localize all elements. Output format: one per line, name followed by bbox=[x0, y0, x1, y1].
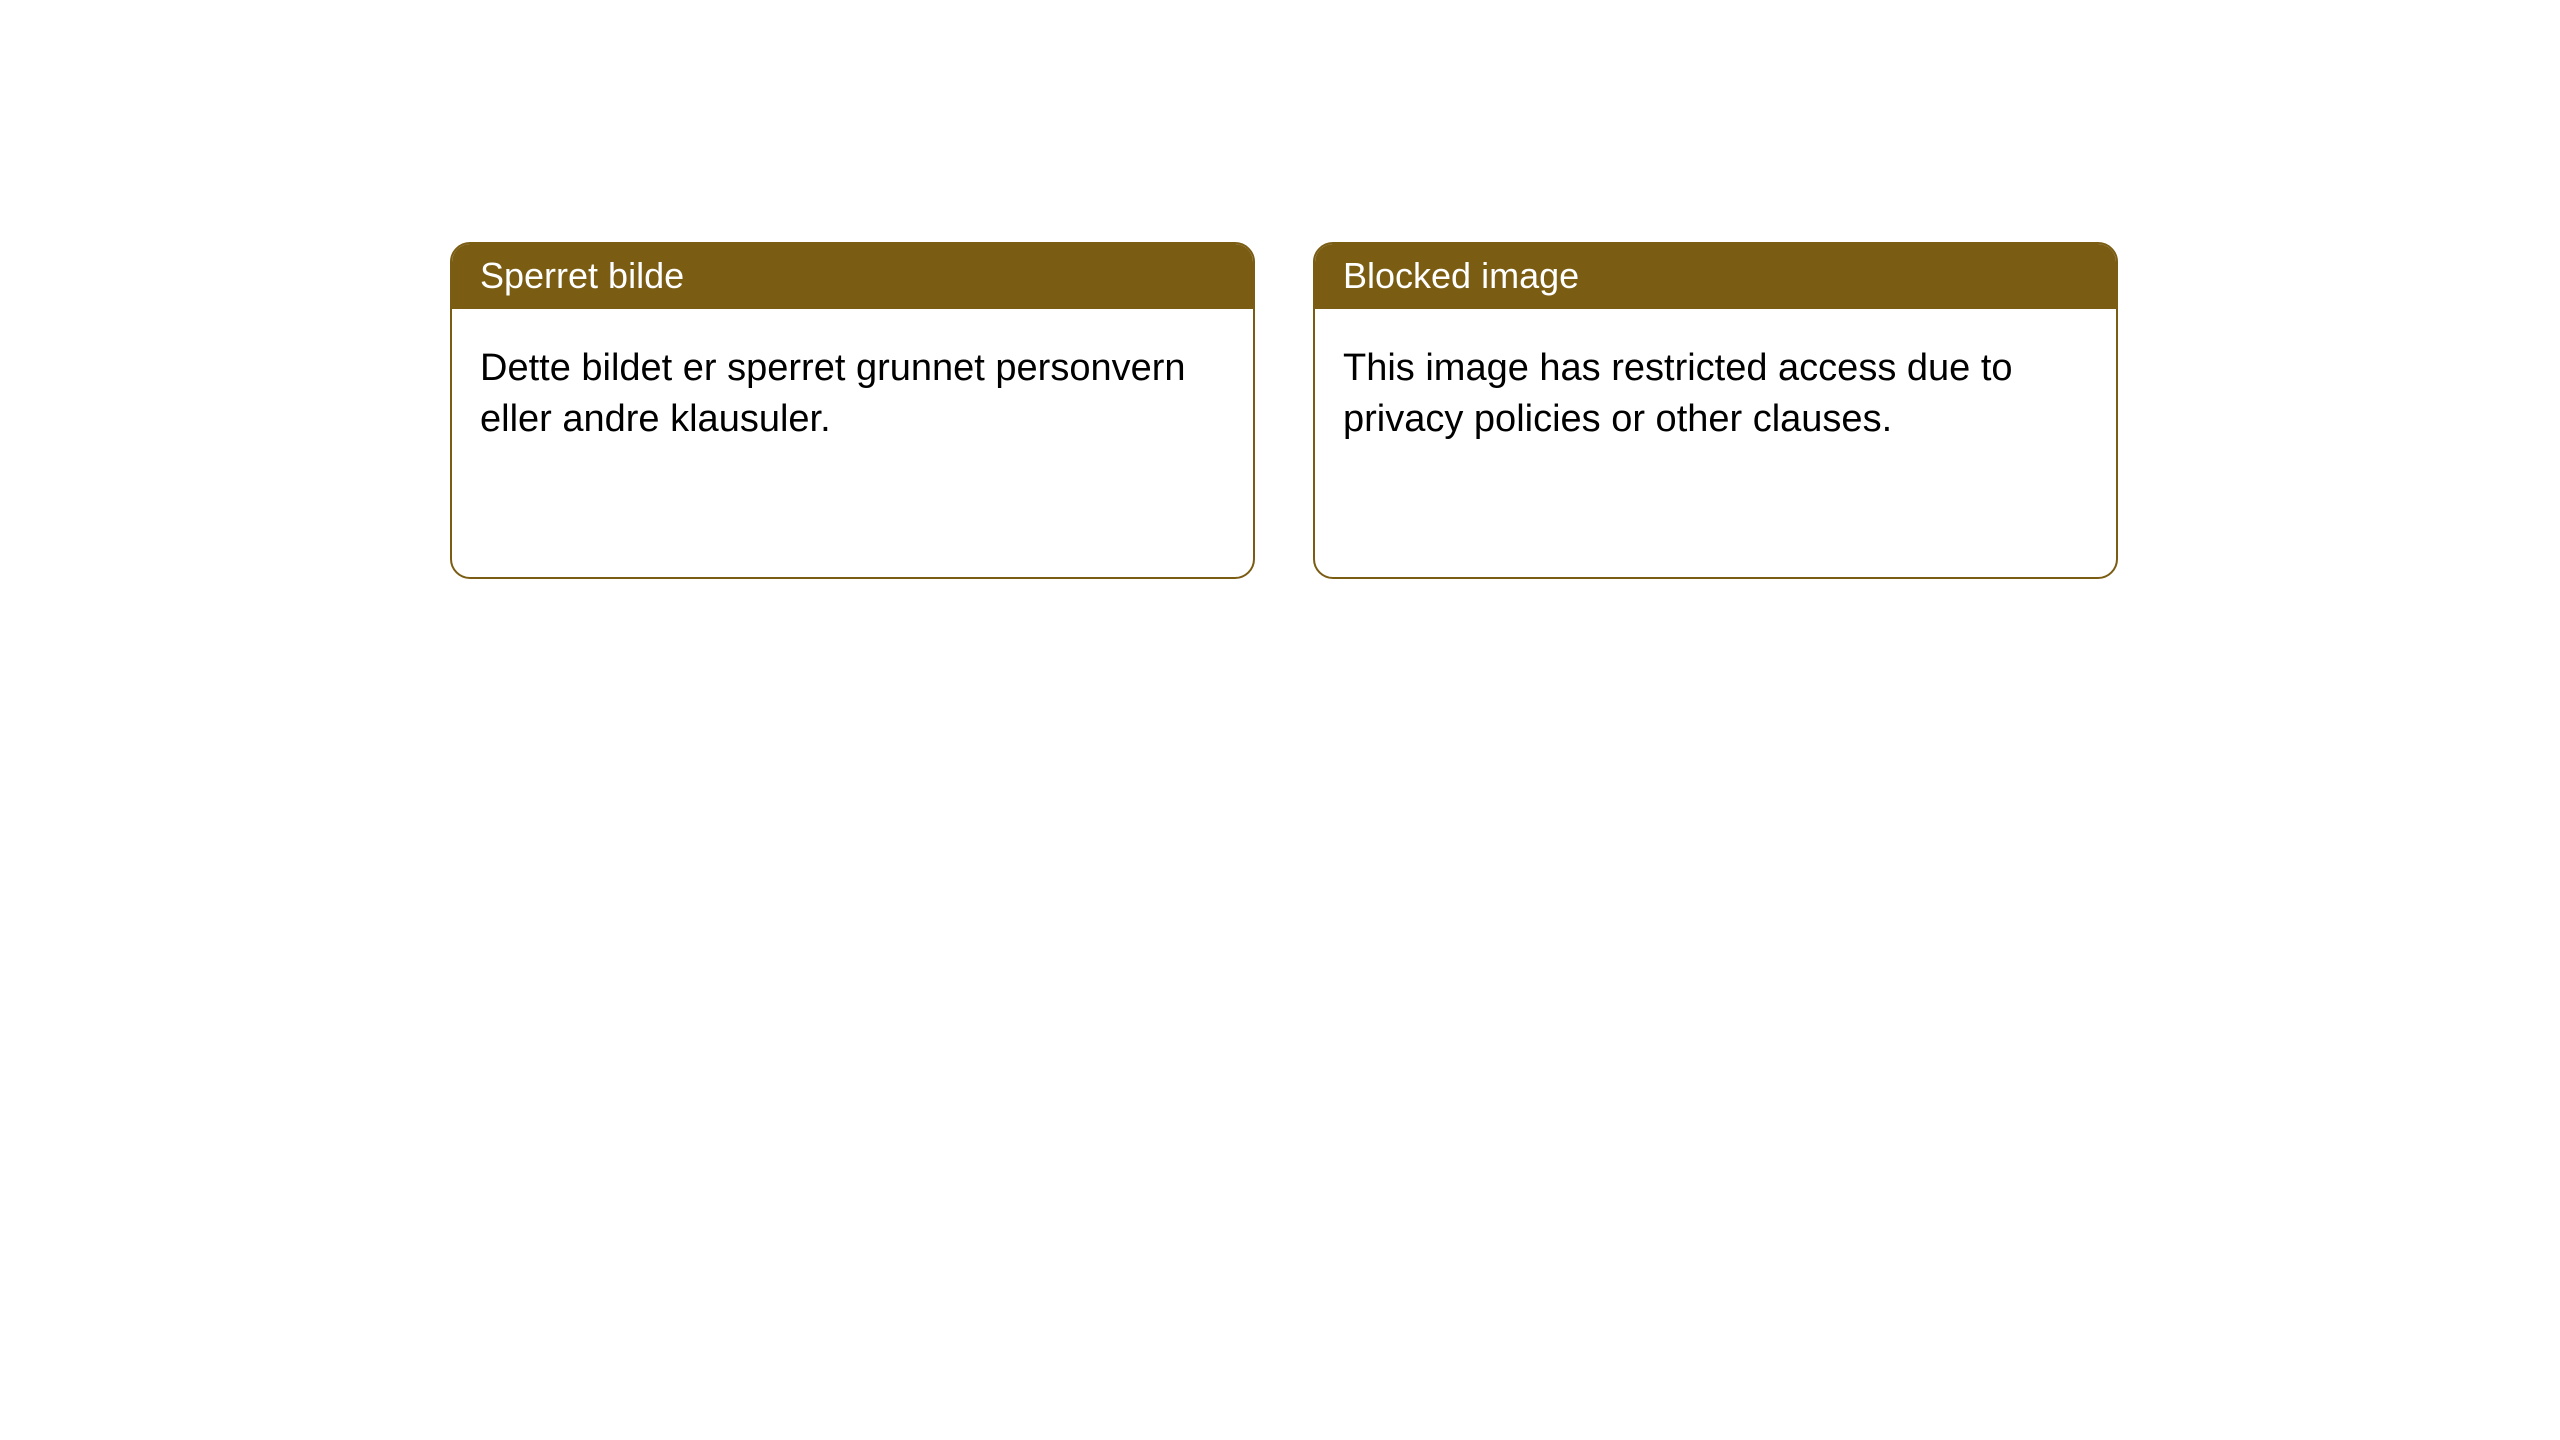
notice-card-norwegian: Sperret bilde Dette bildet er sperret gr… bbox=[450, 242, 1255, 579]
notice-card-english: Blocked image This image has restricted … bbox=[1313, 242, 2118, 579]
notice-card-header: Sperret bilde bbox=[452, 244, 1253, 309]
notice-card-body: This image has restricted access due to … bbox=[1315, 309, 2116, 480]
notice-card-header: Blocked image bbox=[1315, 244, 2116, 309]
notice-cards-container: Sperret bilde Dette bildet er sperret gr… bbox=[0, 0, 2560, 579]
notice-card-body: Dette bildet er sperret grunnet personve… bbox=[452, 309, 1253, 480]
